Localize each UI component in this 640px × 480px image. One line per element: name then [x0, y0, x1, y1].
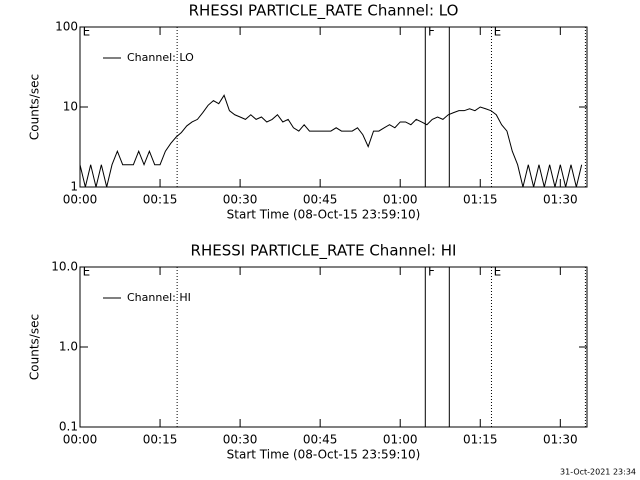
y-axis-label: Counts/sec	[28, 314, 42, 380]
x-tick-label: 00:30	[223, 193, 258, 207]
x-tick-label: 01:00	[383, 193, 418, 207]
x-axis-label: Start Time (08-Oct-15 23:59:10)	[227, 448, 421, 462]
footer-timestamp: 31-Oct-2021 23:34	[560, 468, 636, 477]
marker-annotation: E	[494, 25, 502, 39]
marker-annotation: F	[428, 265, 435, 279]
y-tick-label: 10.0	[51, 260, 78, 274]
marker-annotation: F	[428, 25, 435, 39]
y-tick-label: 1.0	[59, 340, 78, 354]
y-tick-label: 1	[70, 180, 78, 194]
x-tick-label: 01:30	[543, 433, 578, 447]
x-tick-label: 01:00	[383, 433, 418, 447]
y-tick-label: 0.1	[59, 420, 78, 434]
x-tick-label: 00:00	[63, 433, 98, 447]
x-tick-label: 00:30	[223, 433, 258, 447]
legend-label: Channel: LO	[127, 51, 194, 64]
chart-title: RHESSI PARTICLE_RATE Channel: HI	[191, 242, 457, 261]
x-tick-label: 00:15	[143, 433, 178, 447]
x-axis-label: Start Time (08-Oct-15 23:59:10)	[227, 208, 421, 222]
x-tick-label: 00:45	[303, 193, 338, 207]
x-tick-label: 00:45	[303, 433, 338, 447]
chart-title: RHESSI PARTICLE_RATE Channel: LO	[189, 2, 459, 21]
x-tick-label: 01:30	[543, 193, 578, 207]
y-axis-label: Counts/sec	[28, 74, 42, 140]
x-tick-label: 00:00	[63, 193, 98, 207]
y-tick-label: 100	[55, 20, 78, 34]
marker-annotation: E	[83, 25, 91, 39]
x-tick-label: 01:15	[463, 193, 498, 207]
marker-annotation: E	[494, 265, 502, 279]
series-line	[79, 94, 583, 188]
y-tick-label: 10	[63, 100, 78, 114]
x-tick-label: 01:15	[463, 433, 498, 447]
x-tick-label: 00:15	[143, 193, 178, 207]
legend-label: Channel: HI	[127, 291, 191, 304]
marker-annotation: E	[83, 265, 91, 279]
